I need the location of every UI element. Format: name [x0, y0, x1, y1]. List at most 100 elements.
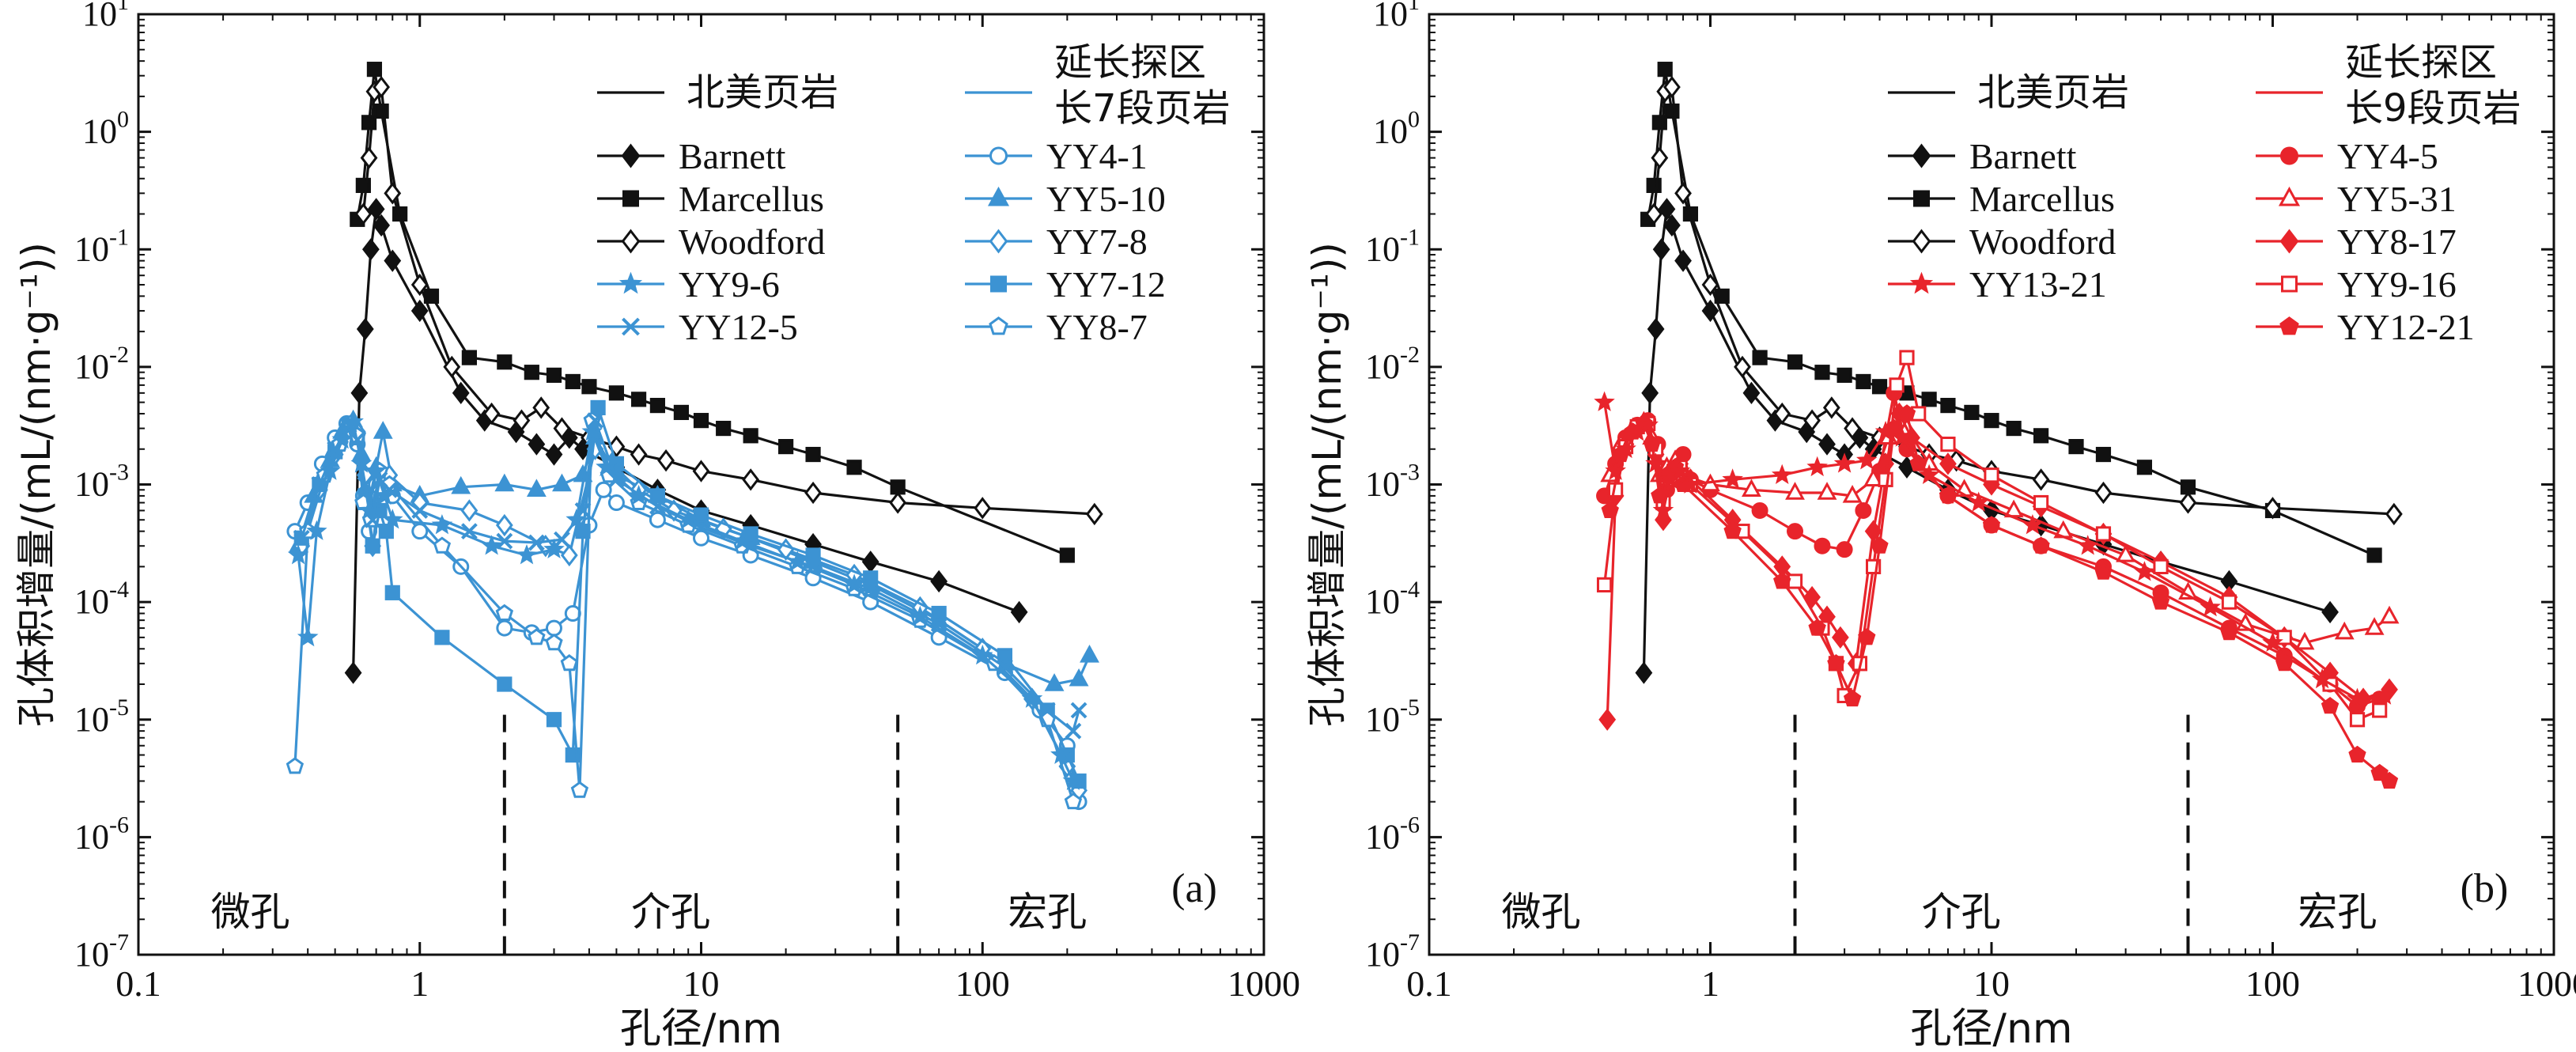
- data-point: [1064, 792, 1083, 810]
- data-point: [524, 365, 539, 380]
- data-point: [1647, 317, 1665, 341]
- series-yy7-12: [293, 399, 1087, 789]
- legend-marker: [2279, 316, 2299, 335]
- data-point: [366, 62, 383, 78]
- data-point: [1814, 537, 1831, 554]
- legend-label: Woodford: [679, 221, 825, 262]
- data-point: [570, 781, 589, 798]
- data-point: [1773, 572, 1791, 589]
- data-point: [411, 523, 429, 540]
- legend-marker: [989, 146, 1008, 165]
- data-point: [846, 460, 862, 475]
- y-tick-label: 10-1: [74, 224, 129, 268]
- legend-entry: Marcellus: [597, 179, 824, 219]
- data-point: [1785, 482, 1805, 500]
- data-point: [526, 479, 547, 498]
- legend-entry: YY4-1: [965, 136, 1148, 176]
- legend-entry: YY8-7: [965, 307, 1148, 347]
- legend-entry: YY4-5: [2256, 136, 2438, 176]
- legend-marker: [622, 317, 640, 336]
- legend-marker: [618, 271, 643, 294]
- data-point: [1059, 547, 1075, 563]
- legend-sample-header-line2: 长9段页岩: [2345, 86, 2521, 131]
- legend-sample-header-line1: 延长探区: [1054, 40, 1206, 85]
- data-point: [434, 630, 450, 645]
- data-point: [2348, 745, 2366, 763]
- data-point: [574, 502, 592, 519]
- legend-entry: YY7-12: [965, 264, 1166, 305]
- y-tick-base: 10: [74, 700, 109, 739]
- data-point: [743, 526, 758, 542]
- y-tick-exp: -1: [1400, 224, 1420, 250]
- data-point: [2379, 605, 2400, 624]
- x-tick-label: 100: [955, 963, 1010, 1004]
- data-point: [350, 381, 369, 405]
- y-tick-exp: -3: [109, 460, 129, 486]
- data-point: [1651, 146, 1669, 169]
- y-tick-label: 10-4: [74, 577, 129, 621]
- data-point: [1833, 452, 1855, 473]
- data-point: [2370, 763, 2389, 781]
- data-point: [1787, 523, 1804, 540]
- y-tick-exp: 1: [1408, 0, 1420, 15]
- data-point: [1752, 350, 1768, 365]
- y-tick-base: 10: [82, 112, 117, 151]
- data-point: [1601, 501, 1619, 518]
- data-point: [2374, 684, 2396, 705]
- data-point: [1605, 460, 1626, 480]
- y-tick-label: 10-6: [1365, 812, 1420, 856]
- data-point: [364, 511, 381, 528]
- region-label: 宏孔: [2298, 889, 2377, 935]
- series-line: [293, 422, 1080, 802]
- data-point: [1855, 449, 1878, 470]
- legend-label: YY9-6: [679, 264, 780, 305]
- data-point: [930, 570, 948, 593]
- y-tick-label: 101: [1373, 0, 1420, 33]
- legend-label: YY9-16: [2337, 264, 2457, 305]
- data-point: [1984, 413, 1999, 429]
- data-point: [1771, 464, 1793, 485]
- legend-label: YY8-7: [1046, 307, 1148, 347]
- data-point: [742, 537, 759, 554]
- series-woodford: [354, 75, 1103, 526]
- data-point: [607, 494, 625, 512]
- series-marcellus: [350, 62, 1075, 563]
- data-point: [340, 417, 357, 433]
- legend-marker: [1912, 229, 1931, 254]
- data-point: [361, 238, 380, 261]
- series-barnett: [344, 198, 1028, 684]
- legend-marker: [989, 316, 1008, 335]
- data-point: [560, 654, 578, 672]
- data-point: [357, 476, 374, 493]
- data-point: [608, 385, 625, 401]
- data-point: [909, 605, 931, 626]
- data-point: [495, 604, 514, 621]
- data-point: [373, 75, 391, 99]
- data-point: [997, 658, 1013, 675]
- y-tick-base: 10: [74, 817, 109, 856]
- data-point: [327, 441, 344, 458]
- data-point: [546, 367, 562, 383]
- data-point: [1021, 687, 1043, 708]
- data-point: [630, 392, 647, 407]
- y-tick-base: 10: [1365, 817, 1400, 856]
- legend-ref-header: 北美页岩: [687, 70, 838, 115]
- data-point: [528, 534, 545, 551]
- x-tick-label: 10: [683, 963, 720, 1004]
- data-point: [494, 473, 515, 492]
- series-yy12-5: [293, 412, 1088, 740]
- data-point: [2033, 428, 2049, 444]
- data-point: [2366, 547, 2382, 563]
- data-point: [565, 373, 581, 390]
- y-tick-label: 10-3: [74, 460, 129, 504]
- legend-marker: [989, 229, 1008, 254]
- data-point: [1940, 437, 1956, 452]
- panel-b: 0.1110100100010-710-610-510-410-310-210-…: [1304, 0, 2576, 1052]
- data-point: [496, 619, 513, 637]
- data-point: [1871, 536, 1889, 554]
- data-point: [546, 712, 562, 728]
- series-yy8-17: [1598, 402, 2398, 731]
- data-point: [411, 502, 429, 519]
- data-point: [930, 615, 948, 633]
